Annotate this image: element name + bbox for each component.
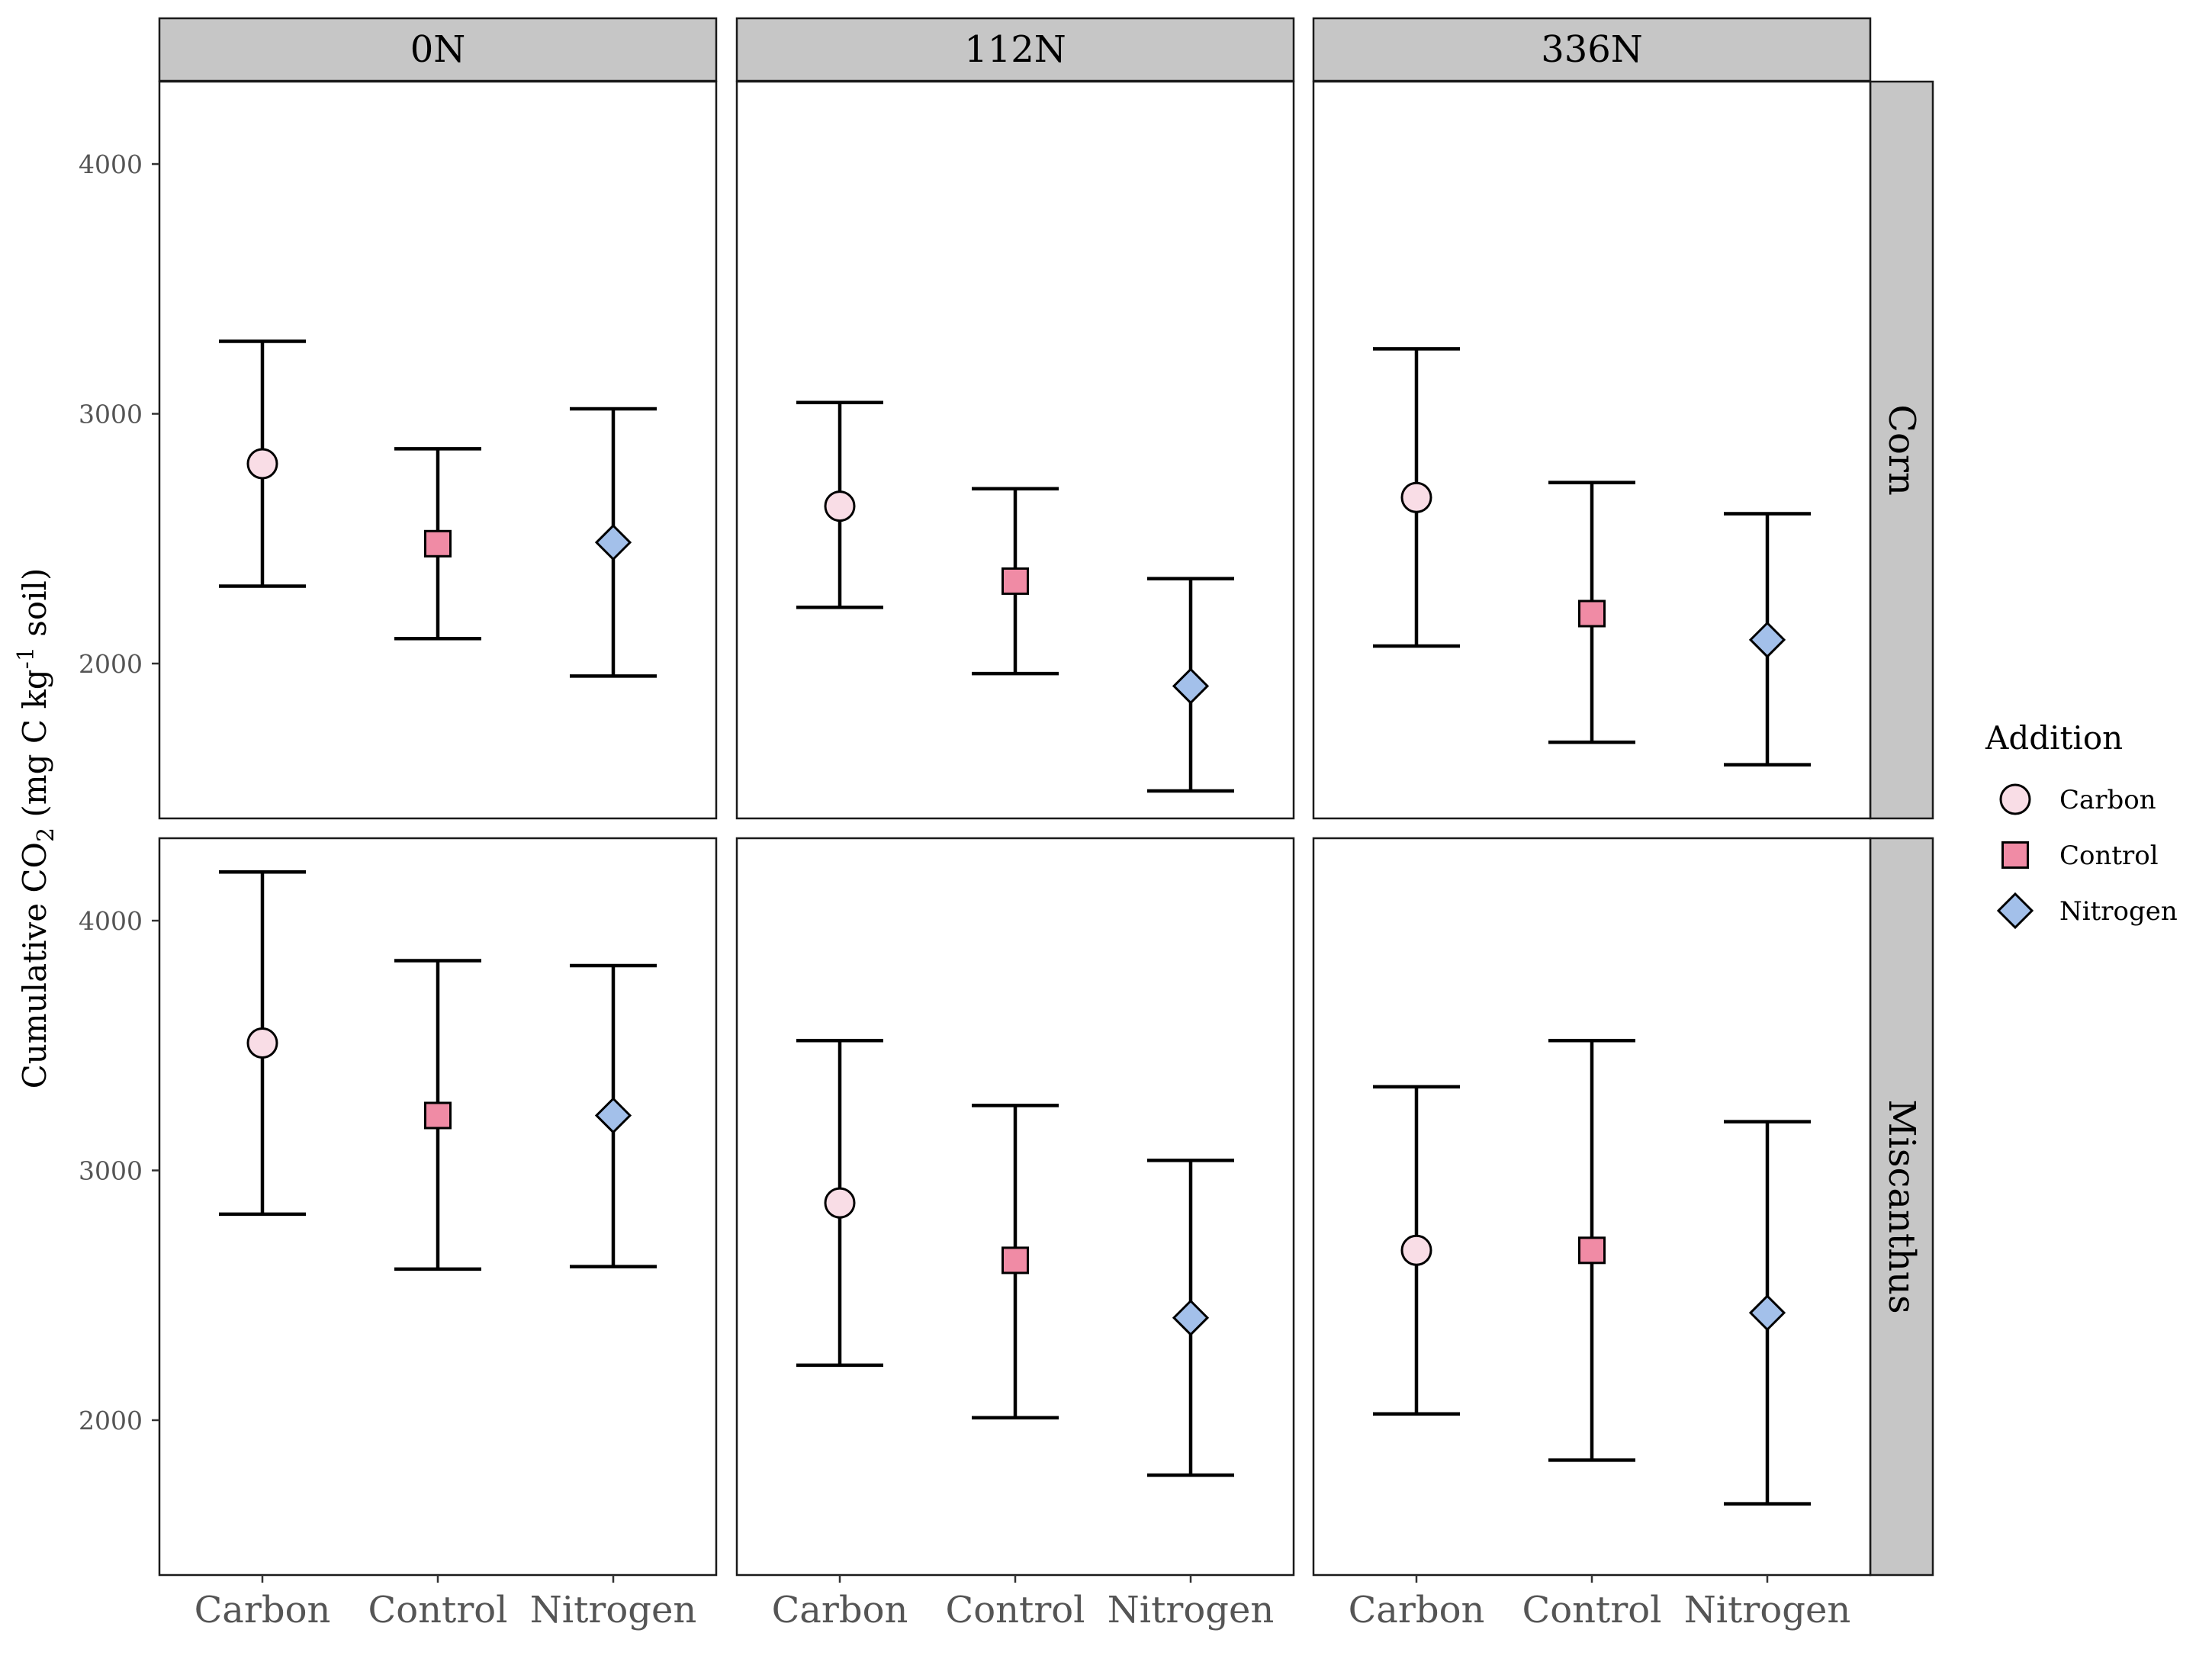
data-point-carbon <box>824 490 856 522</box>
panel-miscanthus-112n <box>735 837 1295 1577</box>
y-tick-label: 3000 <box>79 400 143 429</box>
data-point-nitrogen <box>594 1097 632 1134</box>
data-point-nitrogen <box>594 524 632 561</box>
col-strip-0n: 0N <box>158 17 718 82</box>
legend-title: Addition <box>1985 719 2123 757</box>
data-point-carbon <box>1400 481 1432 513</box>
data-point-control <box>1578 600 1606 628</box>
x-tick-label: Control <box>1522 1589 1661 1631</box>
x-axis-336n: Carbon Control Nitrogen <box>1349 1575 1851 1631</box>
data-point-carbon <box>1400 1234 1432 1266</box>
panel-miscanthus-0n <box>158 837 718 1577</box>
x-tick-label: Nitrogen <box>1684 1589 1851 1631</box>
row-strip-corn: Corn <box>1869 80 1934 820</box>
data-point-carbon <box>246 1027 278 1059</box>
legend-label: Control <box>2059 841 2159 871</box>
col-strip-336n: 336N <box>1312 17 1872 82</box>
data-point-control <box>1002 567 1029 595</box>
row-strip-miscanthus: Miscanthus <box>1869 837 1934 1577</box>
panel-miscanthus-336n <box>1312 837 1872 1577</box>
col-strip-label: 112N <box>964 28 1066 71</box>
x-tick-label: Control <box>368 1589 507 1631</box>
y-tick-label: 4000 <box>79 149 143 179</box>
panel-corn-336n <box>1312 80 1872 820</box>
y-tick-label: 4000 <box>79 906 143 936</box>
col-strip-background <box>735 17 1295 82</box>
legend-key-nitrogen <box>1996 892 2034 930</box>
x-tick-label: Control <box>945 1589 1085 1631</box>
col-strip-label: 0N <box>410 28 466 71</box>
legend-label: Nitrogen <box>2059 896 2178 927</box>
data-point-control <box>424 1101 452 1130</box>
x-tick-label: Nitrogen <box>530 1589 697 1631</box>
y-axis-corn: 2000 3000 4000 <box>79 149 159 679</box>
data-point-carbon <box>246 448 278 480</box>
row-strip-background <box>1869 80 1934 820</box>
data-point-carbon <box>824 1187 856 1219</box>
legend: Addition Carbon Control Nitrogen <box>1985 719 2178 930</box>
x-axis-112n: Carbon Control Nitrogen <box>772 1575 1275 1631</box>
panel-corn-112n <box>735 80 1295 820</box>
x-tick-label: Nitrogen <box>1108 1589 1275 1631</box>
col-strip-background <box>158 17 718 82</box>
row-strip-label: Miscanthus <box>1880 1099 1923 1313</box>
y-tick-label: 2000 <box>79 1406 143 1435</box>
panel-corn-0n <box>158 80 718 820</box>
x-tick-label: Carbon <box>1349 1589 1485 1631</box>
data-point-nitrogen <box>1172 1299 1210 1336</box>
row-strip-label: Corn <box>1880 404 1923 495</box>
col-strip-background <box>1312 17 1872 82</box>
col-strip-label: 336N <box>1541 28 1643 71</box>
row-strip-background <box>1869 837 1934 1577</box>
y-axis-title-sub: 2 <box>33 828 59 842</box>
data-point-control <box>424 529 452 558</box>
legend-key-carbon <box>1999 783 2031 815</box>
panel-border <box>735 80 1295 820</box>
y-tick-label: 2000 <box>79 649 143 679</box>
y-axis-title-sup: -1 <box>13 647 40 669</box>
legend-label: Carbon <box>2059 785 2156 815</box>
data-point-nitrogen <box>1172 667 1210 705</box>
legend-key-control <box>2001 841 2029 869</box>
col-strip-112n: 112N <box>735 17 1295 82</box>
y-tick-label: 3000 <box>79 1156 143 1186</box>
y-axis-title-mid: (mg C kg <box>16 669 53 828</box>
legend-item-control: Control <box>2001 841 2159 871</box>
x-tick-label: Carbon <box>195 1589 331 1631</box>
y-axis-title: Cumulative CO2 (mg C kg-1 soil) <box>13 568 59 1089</box>
y-axis-title-pre: Cumulative CO <box>16 842 53 1088</box>
legend-item-carbon: Carbon <box>1999 783 2156 815</box>
x-tick-label: Carbon <box>772 1589 908 1631</box>
x-axis-0n: Carbon Control Nitrogen <box>195 1575 697 1631</box>
legend-item-nitrogen: Nitrogen <box>1996 892 2178 930</box>
y-axis-miscanthus: 2000 3000 4000 <box>79 906 159 1435</box>
data-point-nitrogen <box>1748 621 1786 658</box>
data-point-nitrogen <box>1748 1294 1786 1332</box>
y-axis-title-post: soil) <box>16 568 53 647</box>
data-point-control <box>1002 1246 1029 1275</box>
data-point-control <box>1578 1236 1606 1265</box>
